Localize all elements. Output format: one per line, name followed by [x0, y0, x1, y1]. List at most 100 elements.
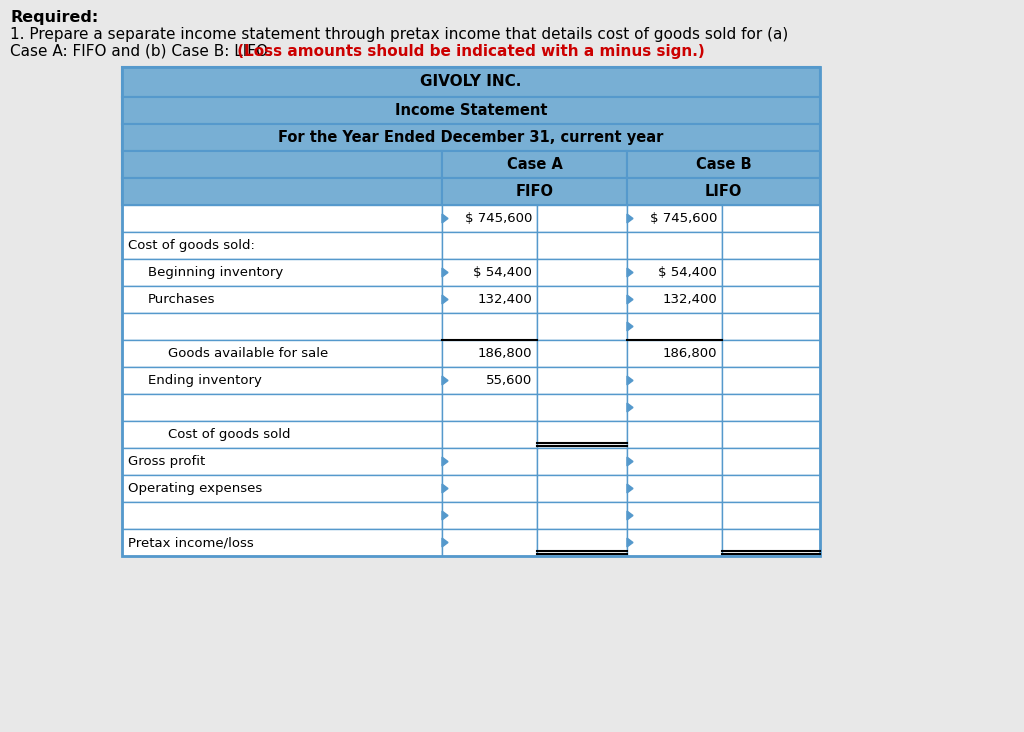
- Bar: [442, 475, 537, 502]
- Bar: [442, 340, 537, 367]
- Polygon shape: [442, 376, 449, 385]
- Bar: [627, 502, 722, 529]
- Text: Ending inventory: Ending inventory: [148, 374, 262, 387]
- Text: 132,400: 132,400: [477, 293, 532, 306]
- Bar: [722, 502, 820, 529]
- Bar: [122, 448, 442, 475]
- Bar: [442, 313, 537, 340]
- Text: Gross profit: Gross profit: [128, 455, 205, 468]
- Bar: [122, 67, 820, 556]
- Polygon shape: [627, 322, 633, 331]
- Bar: [537, 232, 627, 259]
- Bar: [627, 529, 722, 556]
- Polygon shape: [627, 376, 633, 385]
- Text: Purchases: Purchases: [148, 293, 215, 306]
- Text: $ 745,600: $ 745,600: [465, 212, 532, 225]
- Text: LIFO: LIFO: [705, 184, 742, 199]
- Bar: [442, 232, 537, 259]
- Bar: [122, 313, 442, 340]
- Text: Cost of goods sold:: Cost of goods sold:: [128, 239, 255, 252]
- Polygon shape: [442, 457, 449, 466]
- Text: Case B: Case B: [695, 157, 752, 172]
- Bar: [722, 205, 820, 232]
- Bar: [442, 205, 537, 232]
- Bar: [442, 151, 627, 178]
- Bar: [537, 367, 627, 394]
- Bar: [122, 232, 442, 259]
- Bar: [122, 340, 442, 367]
- Bar: [722, 313, 820, 340]
- Bar: [537, 205, 627, 232]
- Bar: [627, 232, 722, 259]
- Text: 55,600: 55,600: [485, 374, 532, 387]
- Bar: [442, 367, 537, 394]
- Polygon shape: [442, 538, 449, 547]
- Polygon shape: [442, 214, 449, 223]
- Text: Income Statement: Income Statement: [394, 103, 547, 118]
- Bar: [627, 259, 722, 286]
- Polygon shape: [627, 268, 633, 277]
- Bar: [122, 421, 442, 448]
- Bar: [627, 448, 722, 475]
- Bar: [722, 367, 820, 394]
- Bar: [122, 67, 820, 97]
- Bar: [627, 313, 722, 340]
- Bar: [122, 475, 442, 502]
- Bar: [722, 394, 820, 421]
- Bar: [122, 97, 820, 124]
- Bar: [442, 178, 627, 205]
- Polygon shape: [442, 295, 449, 304]
- Bar: [122, 286, 442, 313]
- Bar: [537, 475, 627, 502]
- Text: Beginning inventory: Beginning inventory: [148, 266, 284, 279]
- Bar: [722, 448, 820, 475]
- Bar: [537, 286, 627, 313]
- Bar: [722, 475, 820, 502]
- Text: GIVOLY INC.: GIVOLY INC.: [420, 75, 521, 89]
- Polygon shape: [442, 511, 449, 520]
- Polygon shape: [627, 295, 633, 304]
- Polygon shape: [627, 214, 633, 223]
- Bar: [442, 529, 537, 556]
- Bar: [627, 178, 820, 205]
- Text: (Loss amounts should be indicated with a minus sign.): (Loss amounts should be indicated with a…: [232, 44, 705, 59]
- Bar: [122, 178, 442, 205]
- Bar: [537, 394, 627, 421]
- Bar: [627, 151, 820, 178]
- Bar: [627, 367, 722, 394]
- Bar: [627, 205, 722, 232]
- Bar: [627, 394, 722, 421]
- Bar: [122, 529, 442, 556]
- Bar: [442, 448, 537, 475]
- Text: Goods available for sale: Goods available for sale: [168, 347, 329, 360]
- Bar: [722, 529, 820, 556]
- Bar: [537, 529, 627, 556]
- Bar: [627, 421, 722, 448]
- Text: Required:: Required:: [10, 10, 98, 25]
- Text: For the Year Ended December 31, current year: For the Year Ended December 31, current …: [279, 130, 664, 145]
- Text: $ 54,400: $ 54,400: [473, 266, 532, 279]
- Bar: [722, 340, 820, 367]
- Bar: [122, 124, 820, 151]
- Bar: [537, 259, 627, 286]
- Polygon shape: [627, 484, 633, 493]
- Bar: [122, 205, 442, 232]
- Bar: [537, 448, 627, 475]
- Polygon shape: [442, 268, 449, 277]
- Bar: [442, 286, 537, 313]
- Text: 186,800: 186,800: [663, 347, 717, 360]
- Bar: [122, 502, 442, 529]
- Text: FIFO: FIFO: [515, 184, 554, 199]
- Text: Case A: Case A: [507, 157, 562, 172]
- Bar: [722, 421, 820, 448]
- Bar: [537, 340, 627, 367]
- Bar: [722, 259, 820, 286]
- Bar: [442, 394, 537, 421]
- Bar: [537, 502, 627, 529]
- Bar: [122, 259, 442, 286]
- Bar: [722, 286, 820, 313]
- Bar: [442, 259, 537, 286]
- Bar: [627, 286, 722, 313]
- Polygon shape: [627, 403, 633, 412]
- Text: 132,400: 132,400: [663, 293, 717, 306]
